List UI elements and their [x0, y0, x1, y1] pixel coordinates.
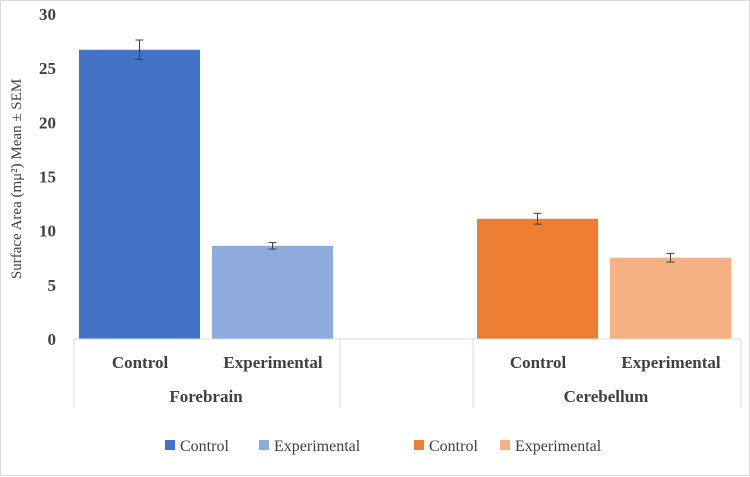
x-axis: Control Experimental Control Experimental Fo… — [73, 338, 742, 408]
y-tick-label: 5 — [48, 276, 57, 295]
bar-cerebellum-control — [477, 218, 598, 339]
x-group-label: Cerebellum — [564, 387, 649, 406]
bar-cerebellum-experimental — [610, 257, 731, 339]
y-tick-label: 0 — [48, 330, 57, 349]
y-axis-title: Surface Area (mμ²) Mean ± SEM — [9, 79, 25, 279]
legend-label: Experimental — [274, 438, 361, 455]
x-category-label: Control — [510, 353, 567, 372]
legend: Control Experimental Control Experimental — [165, 438, 602, 455]
y-ticks: 0 5 10 15 20 25 30 — [39, 5, 56, 349]
legend-label: Control — [180, 438, 229, 455]
y-tick-label: 25 — [39, 59, 56, 78]
legend-swatch — [165, 440, 175, 450]
bar-forebrain-control — [79, 49, 200, 339]
x-category-label: Control — [112, 353, 169, 372]
y-tick-label: 15 — [39, 168, 56, 187]
bar-forebrain-experimental — [212, 245, 333, 339]
legend-swatch — [414, 440, 424, 450]
legend-swatch — [500, 440, 510, 450]
y-tick-label: 30 — [39, 5, 56, 24]
y-tick-label: 20 — [39, 113, 56, 132]
legend-label: Experimental — [515, 438, 602, 455]
error-bars — [135, 39, 675, 263]
legend-label: Control — [429, 438, 478, 455]
legend-swatch — [259, 440, 269, 450]
y-tick-label: 10 — [39, 222, 56, 241]
x-category-label: Experimental — [621, 353, 720, 372]
x-group-label: Forebrain — [169, 387, 243, 406]
x-category-label: Experimental — [223, 353, 322, 372]
bars — [79, 49, 731, 339]
